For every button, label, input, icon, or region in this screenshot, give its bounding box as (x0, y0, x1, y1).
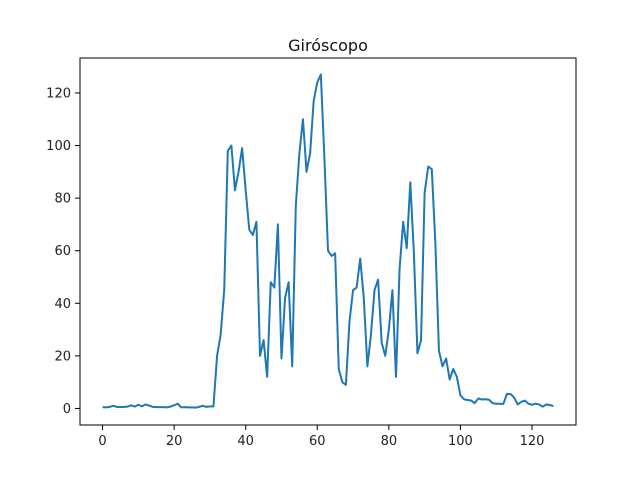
x-tick-label: 60 (309, 434, 326, 449)
series-line-0 (102, 73, 554, 409)
chart-title: Giróscopo (288, 36, 368, 55)
x-tick-label: 20 (166, 434, 183, 449)
plot-area (102, 73, 554, 409)
x-tick-label: 40 (237, 434, 254, 449)
y-tick-label: 60 (54, 244, 71, 259)
y-tick-label: 100 (46, 139, 71, 154)
x-tick-label: 100 (448, 434, 473, 449)
x-tick-label: 80 (381, 434, 398, 449)
y-tick-label: 0 (63, 402, 71, 417)
x-tick-label: 0 (98, 434, 106, 449)
y-tick-label: 80 (54, 192, 71, 207)
y-tick-label: 120 (46, 86, 71, 101)
y-tick-label: 20 (54, 349, 71, 364)
y-tick-label: 40 (54, 297, 71, 312)
plot-frame (79, 57, 577, 426)
axis-ticks: 0 20 40 60 80 100 120 0 20 40 60 80 100 120 (46, 86, 544, 449)
x-tick-label: 120 (520, 434, 545, 449)
